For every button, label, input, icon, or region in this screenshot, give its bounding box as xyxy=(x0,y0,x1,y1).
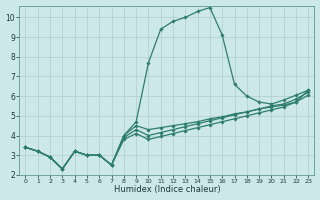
X-axis label: Humidex (Indice chaleur): Humidex (Indice chaleur) xyxy=(114,185,220,194)
